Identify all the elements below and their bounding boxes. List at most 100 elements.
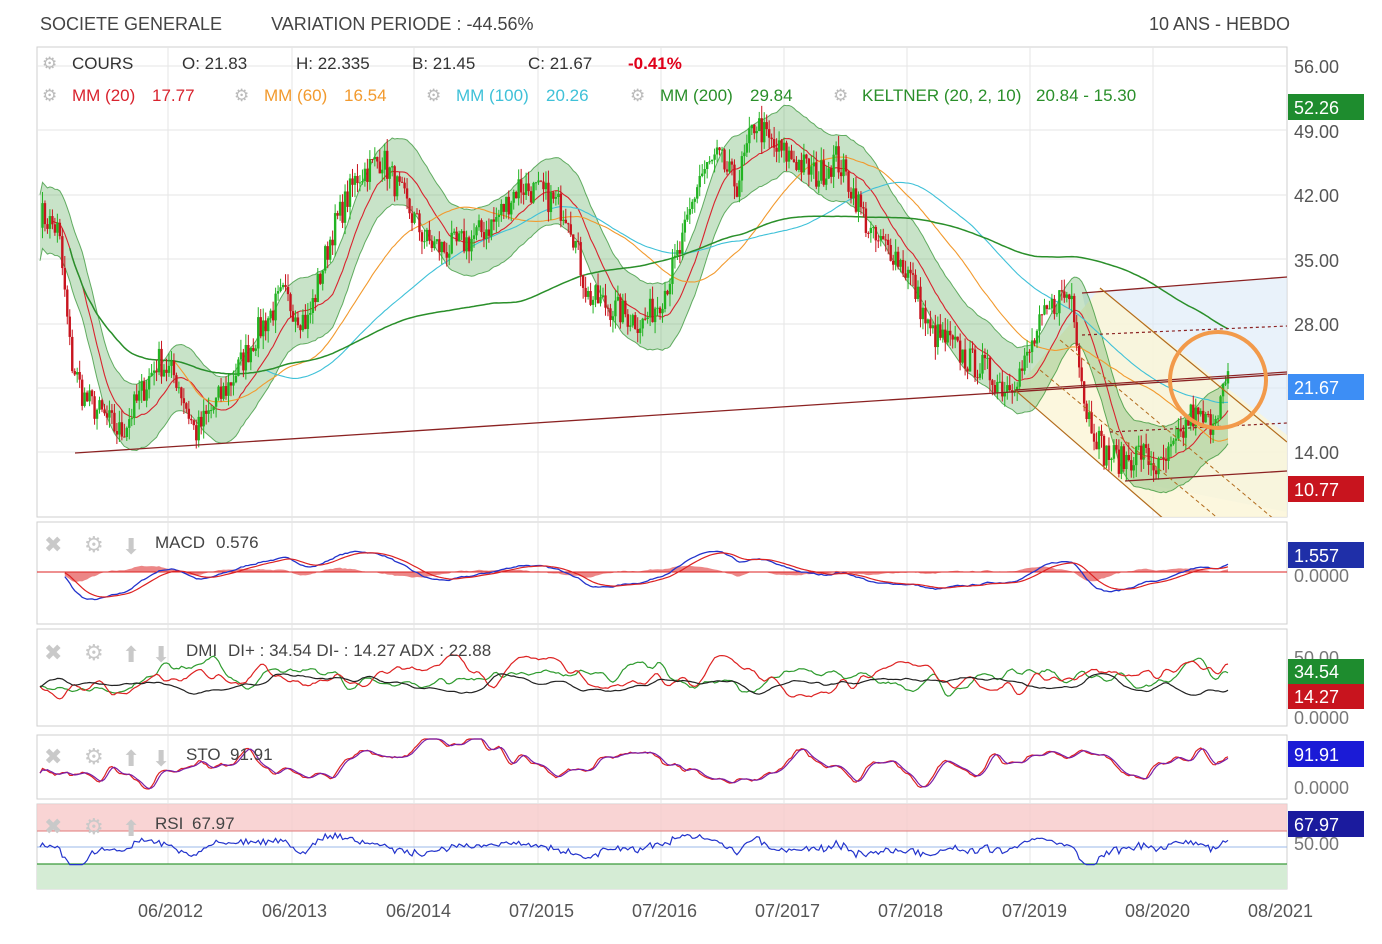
candle-body [200,416,203,427]
candle-body [420,232,424,242]
gear-icon[interactable]: ⚙ [84,744,104,769]
arrow-up-icon[interactable]: ⬆ [122,816,140,841]
gear-icon[interactable]: ⚙ [84,532,104,557]
candle-body [1060,290,1064,292]
gear-icon[interactable]: ⚙ [84,814,104,839]
mm100-value: 20.26 [546,86,589,105]
candle-body [668,283,672,295]
candle-body [1216,418,1220,420]
mm200-label: MM (200) [660,86,733,105]
channel-bottom-line[interactable] [1124,470,1287,482]
rsi-legend: ✖ ⚙ ⬆ RSI 67.97 [44,814,235,841]
candle-body [683,219,687,233]
long-trendline[interactable] [74,373,1287,454]
candle-body [547,182,550,213]
macd-badge: 1.557 [1294,546,1339,566]
mm100-label: MM (100) [456,86,529,105]
change-value: -0.41% [628,54,682,73]
candle-body [324,246,327,271]
candle-body [492,219,496,222]
candle-body [264,320,267,332]
fork-lower-line[interactable] [1014,389,1165,520]
candle-body [621,300,625,323]
arrow-down-icon[interactable]: ⬇ [152,642,170,667]
candle-body [609,308,612,321]
candle-body [386,150,389,179]
gear-icon[interactable]: ⚙ [234,86,249,105]
candle-body [157,348,161,373]
candle-body [440,241,443,253]
candle-body [896,251,900,267]
candle-body [398,176,401,182]
dmi-plus-badge: 34.54 [1294,662,1339,682]
close-icon[interactable]: ✖ [44,532,62,557]
candle-body [93,396,96,419]
close-icon[interactable]: ✖ [44,744,62,769]
arrow-up-icon[interactable]: ⬆ [122,746,140,771]
candle-body [475,227,478,236]
candle-body [366,168,369,182]
close-icon[interactable]: ✖ [44,640,62,665]
candle-body [807,158,811,175]
fork-base-line[interactable] [1014,371,1287,391]
candle-body [755,131,758,134]
dmi-panel[interactable] [36,628,1288,727]
candle-body [192,420,195,426]
close-icon[interactable]: ✖ [44,814,62,839]
candle-body [172,360,176,376]
candle-body [353,175,357,185]
candle-body [554,196,558,199]
channel-top-line[interactable] [1081,276,1287,294]
candle-body [428,229,431,241]
candle-body [1033,340,1036,344]
gear-icon[interactable]: ⚙ [84,640,104,665]
candle-body [237,359,240,376]
candle-body [988,357,992,381]
gear-icon[interactable]: ⚙ [426,86,441,105]
gear-icon[interactable]: ⚙ [42,86,57,105]
gear-icon[interactable]: ⚙ [630,86,645,105]
candle-body [118,422,121,435]
candle-body [993,385,997,393]
gear-icon[interactable]: ⚙ [833,86,848,105]
candle-body [1177,428,1180,439]
arrow-down-icon[interactable]: ⬇ [122,534,140,559]
gear-icon[interactable]: ⚙ [42,54,57,73]
candle-body [646,317,649,319]
candle-body [884,239,887,241]
channel-dotted-upper[interactable] [1081,325,1287,336]
candle-body [56,222,59,233]
candle-body [88,390,91,402]
candle-body [281,284,285,288]
period-label[interactable]: 10 ANS - HEBDO [1148,14,1290,34]
candle-body [552,192,555,199]
candle-body [500,203,503,215]
candle-body [723,149,726,170]
candle-body [167,365,171,373]
candle-body [452,231,456,233]
candle-body [713,154,716,160]
candle-body [1043,305,1046,315]
candle-body [591,299,595,305]
candle-body [542,181,545,190]
candle-body [1184,419,1188,438]
candle-body [162,369,166,377]
top-bar: SOCIETE GENERALE VARIATION PERIODE : -44… [0,0,1382,48]
candle-body [864,208,868,233]
dmi-value: DI+ : 34.54 DI- : 14.27 ADX : 22.88 [228,641,491,660]
candle-body [767,129,771,138]
highlight-circle[interactable] [1168,330,1268,430]
arrow-up-icon[interactable]: ⬆ [122,642,140,667]
candle-body [681,232,684,254]
open-value: O: 21.83 [182,54,247,73]
candle-body [951,335,954,340]
candle-body [58,222,62,237]
fork-upper-line[interactable] [1099,287,1287,443]
dmi-label: DMI [186,641,217,660]
sto-panel[interactable] [36,734,1288,800]
sto-badge-bg [1288,741,1364,767]
fork-median-line[interactable] [1059,339,1275,520]
arrow-down-icon[interactable]: ⬇ [152,746,170,771]
candle-body [51,216,54,225]
candle-body [505,196,508,212]
